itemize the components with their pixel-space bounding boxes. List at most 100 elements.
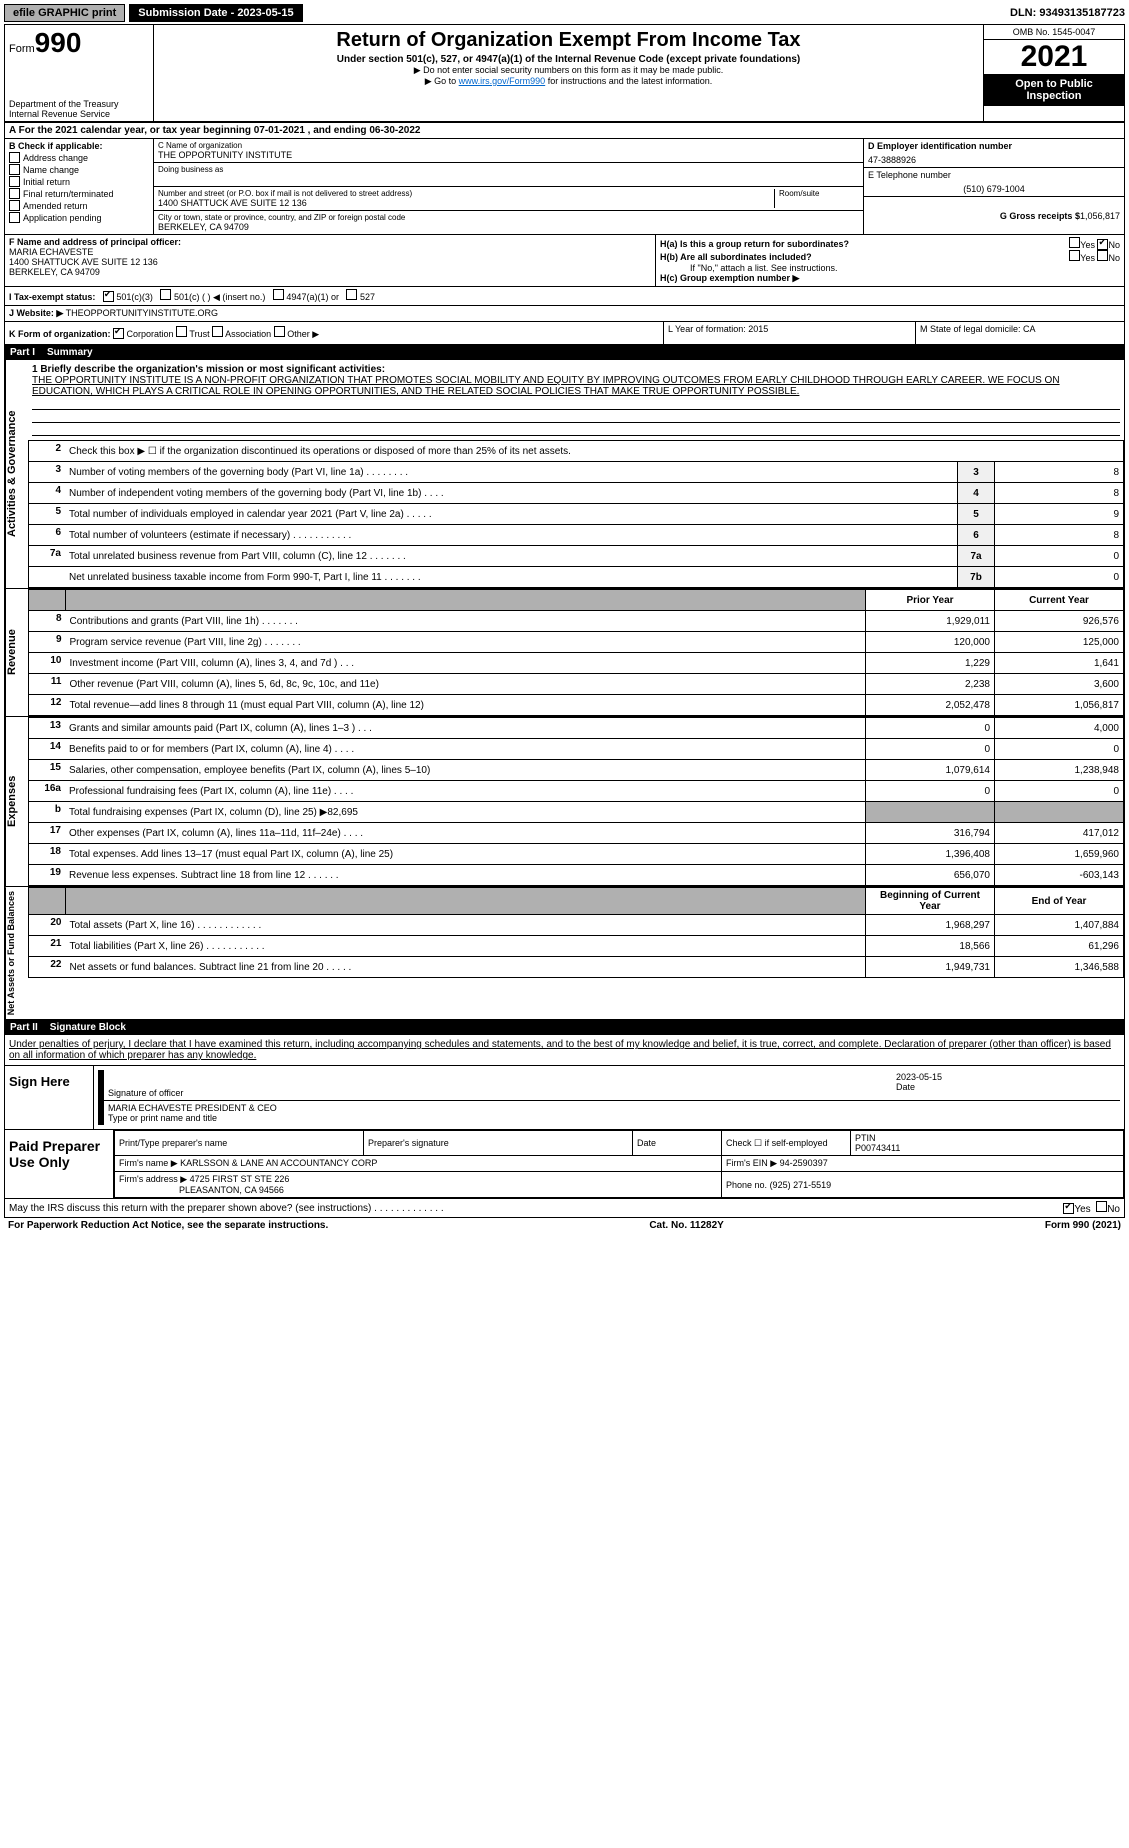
line13-desc: Grants and similar amounts paid (Part IX… xyxy=(65,718,866,739)
firm-addr1: 4725 FIRST ST STE 226 xyxy=(190,1174,290,1184)
period-text: A For the 2021 calendar year, or tax yea… xyxy=(9,125,420,136)
signature-block: Under penalties of perjury, I declare th… xyxy=(4,1035,1125,1130)
label-4947: 4947(a)(1) or xyxy=(286,292,339,302)
officer-name: MARIA ECHAVESTE xyxy=(9,247,93,257)
dba-label: Doing business as xyxy=(158,165,859,174)
tel-label: E Telephone number xyxy=(868,170,1120,180)
line6-val: 8 xyxy=(995,525,1124,546)
label-527: 527 xyxy=(360,292,375,302)
label-initial-return: Initial return xyxy=(23,177,70,187)
h-note: If "No," attach a list. See instructions… xyxy=(660,263,1120,273)
line10-prior: 1,229 xyxy=(866,653,995,674)
irs-link[interactable]: www.irs.gov/Form990 xyxy=(459,76,546,86)
column-d-ein: D Employer identification number 47-3888… xyxy=(863,139,1124,234)
mission-text: THE OPPORTUNITY INSTITUTE IS A NON-PROFI… xyxy=(32,375,1060,397)
form-note1: ▶ Do not enter social security numbers o… xyxy=(158,65,979,76)
cb-501c3[interactable] xyxy=(103,291,114,302)
line16a-prior: 0 xyxy=(866,781,995,802)
line15-curr: 1,238,948 xyxy=(995,760,1124,781)
form-ref: Form 990 (2021) xyxy=(1045,1220,1121,1231)
ha-no-checkbox[interactable] xyxy=(1097,239,1108,250)
omb-number: OMB No. 1545-0047 xyxy=(984,25,1124,40)
firm-addr2: PLEASANTON, CA 94566 xyxy=(179,1185,284,1195)
label-amended: Amended return xyxy=(23,201,88,211)
line11-curr: 3,600 xyxy=(995,674,1124,695)
c-name-label: C Name of organization xyxy=(158,141,859,150)
checkbox-address-change[interactable] xyxy=(9,152,20,163)
gross-value: 1,056,817 xyxy=(1080,211,1120,221)
discuss-no-checkbox[interactable] xyxy=(1096,1201,1107,1212)
hb-yes-checkbox[interactable] xyxy=(1069,250,1080,261)
l-year: L Year of formation: 2015 xyxy=(664,322,916,344)
checkbox-amended[interactable] xyxy=(9,200,20,211)
ha-label: H(a) Is this a group return for subordin… xyxy=(660,239,849,249)
ha-yes-checkbox[interactable] xyxy=(1069,237,1080,248)
sig-officer-label: Signature of officer xyxy=(108,1088,888,1098)
expenses-section: Expenses 13Grants and similar amounts pa… xyxy=(4,717,1125,887)
line11-prior: 2,238 xyxy=(866,674,995,695)
irs-label: Internal Revenue Service xyxy=(9,109,149,119)
line4-desc: Number of independent voting members of … xyxy=(65,483,958,504)
checkbox-name-change[interactable] xyxy=(9,164,20,175)
governance-section: Activities & Governance 1 Briefly descri… xyxy=(4,360,1125,589)
efile-print-button[interactable]: efile GRAPHIC print xyxy=(4,4,125,22)
line7a-val: 0 xyxy=(995,546,1124,567)
checkbox-initial-return[interactable] xyxy=(9,176,20,187)
row-f-h: F Name and address of principal officer:… xyxy=(4,235,1125,287)
row-a-period: A For the 2021 calendar year, or tax yea… xyxy=(4,123,1125,139)
line9-prior: 120,000 xyxy=(866,632,995,653)
form-note2: ▶ Go to www.irs.gov/Form990 for instruct… xyxy=(158,76,979,87)
firm-ein-value: 94-2590397 xyxy=(780,1158,828,1168)
line22-desc: Net assets or fund balances. Subtract li… xyxy=(66,957,866,978)
line19-curr: -603,143 xyxy=(995,865,1124,886)
line9-curr: 125,000 xyxy=(995,632,1124,653)
print-name-label: Print/Type preparer's name xyxy=(115,1131,364,1156)
line16b-curr xyxy=(995,802,1124,823)
line6-desc: Total number of volunteers (estimate if … xyxy=(65,525,958,546)
sig-name-value: MARIA ECHAVESTE PRESIDENT & CEO xyxy=(108,1103,1116,1113)
checkbox-application-pending[interactable] xyxy=(9,212,20,223)
line2-desc: Check this box ▶ ☐ if the organization d… xyxy=(65,441,1124,462)
j-label: J Website: ▶ xyxy=(9,308,63,318)
part1-title: Summary xyxy=(47,347,93,358)
ptin-label: PTIN xyxy=(855,1133,876,1143)
cb-4947[interactable] xyxy=(273,289,284,300)
hb-no-checkbox[interactable] xyxy=(1097,250,1108,261)
phone-value: (925) 271-5519 xyxy=(770,1180,832,1190)
cb-501c[interactable] xyxy=(160,289,171,300)
checkbox-final-return[interactable] xyxy=(9,188,20,199)
sig-date-label: Date xyxy=(896,1082,1116,1092)
cb-trust[interactable] xyxy=(176,326,187,337)
b-title: B Check if applicable: xyxy=(9,141,103,151)
line16b-desc: Total fundraising expenses (Part IX, col… xyxy=(65,802,866,823)
ein-label: D Employer identification number xyxy=(868,141,1012,151)
cb-assoc[interactable] xyxy=(212,326,223,337)
cb-corp[interactable] xyxy=(113,328,124,339)
submission-date-button[interactable]: Submission Date - 2023-05-15 xyxy=(129,4,302,22)
line4-val: 8 xyxy=(995,483,1124,504)
line15-prior: 1,079,614 xyxy=(866,760,995,781)
form-subtitle: Under section 501(c), 527, or 4947(a)(1)… xyxy=(158,54,979,65)
discuss-yes-checkbox[interactable] xyxy=(1063,1203,1074,1214)
tax-year: 2021 xyxy=(984,40,1124,74)
label-501c3: 501(c)(3) xyxy=(116,292,153,302)
ein-value: 47-3888926 xyxy=(868,155,1120,165)
form-number: 990 xyxy=(35,27,82,58)
f-label: F Name and address of principal officer: xyxy=(9,237,181,247)
label-assoc: Association xyxy=(225,329,271,339)
netassets-section: Net Assets or Fund Balances Beginning of… xyxy=(4,887,1125,1020)
cb-other[interactable] xyxy=(274,326,285,337)
line12-prior: 2,052,478 xyxy=(866,695,995,716)
form-title: Return of Organization Exempt From Incom… xyxy=(158,29,979,52)
line7b-val: 0 xyxy=(995,567,1124,588)
line8-desc: Contributions and grants (Part VIII, lin… xyxy=(66,611,866,632)
line20-desc: Total assets (Part X, line 16) . . . . .… xyxy=(66,915,866,936)
line17-curr: 417,012 xyxy=(995,823,1124,844)
line14-desc: Benefits paid to or for members (Part IX… xyxy=(65,739,866,760)
addr-label: Number and street (or P.O. box if mail i… xyxy=(158,189,774,198)
q1-label: 1 Briefly describe the organization's mi… xyxy=(32,364,385,375)
cb-527[interactable] xyxy=(346,289,357,300)
line12-desc: Total revenue—add lines 8 through 11 (mu… xyxy=(66,695,866,716)
ptin-value: P00743411 xyxy=(855,1143,900,1153)
part1-header: Part I Summary xyxy=(4,345,1125,360)
